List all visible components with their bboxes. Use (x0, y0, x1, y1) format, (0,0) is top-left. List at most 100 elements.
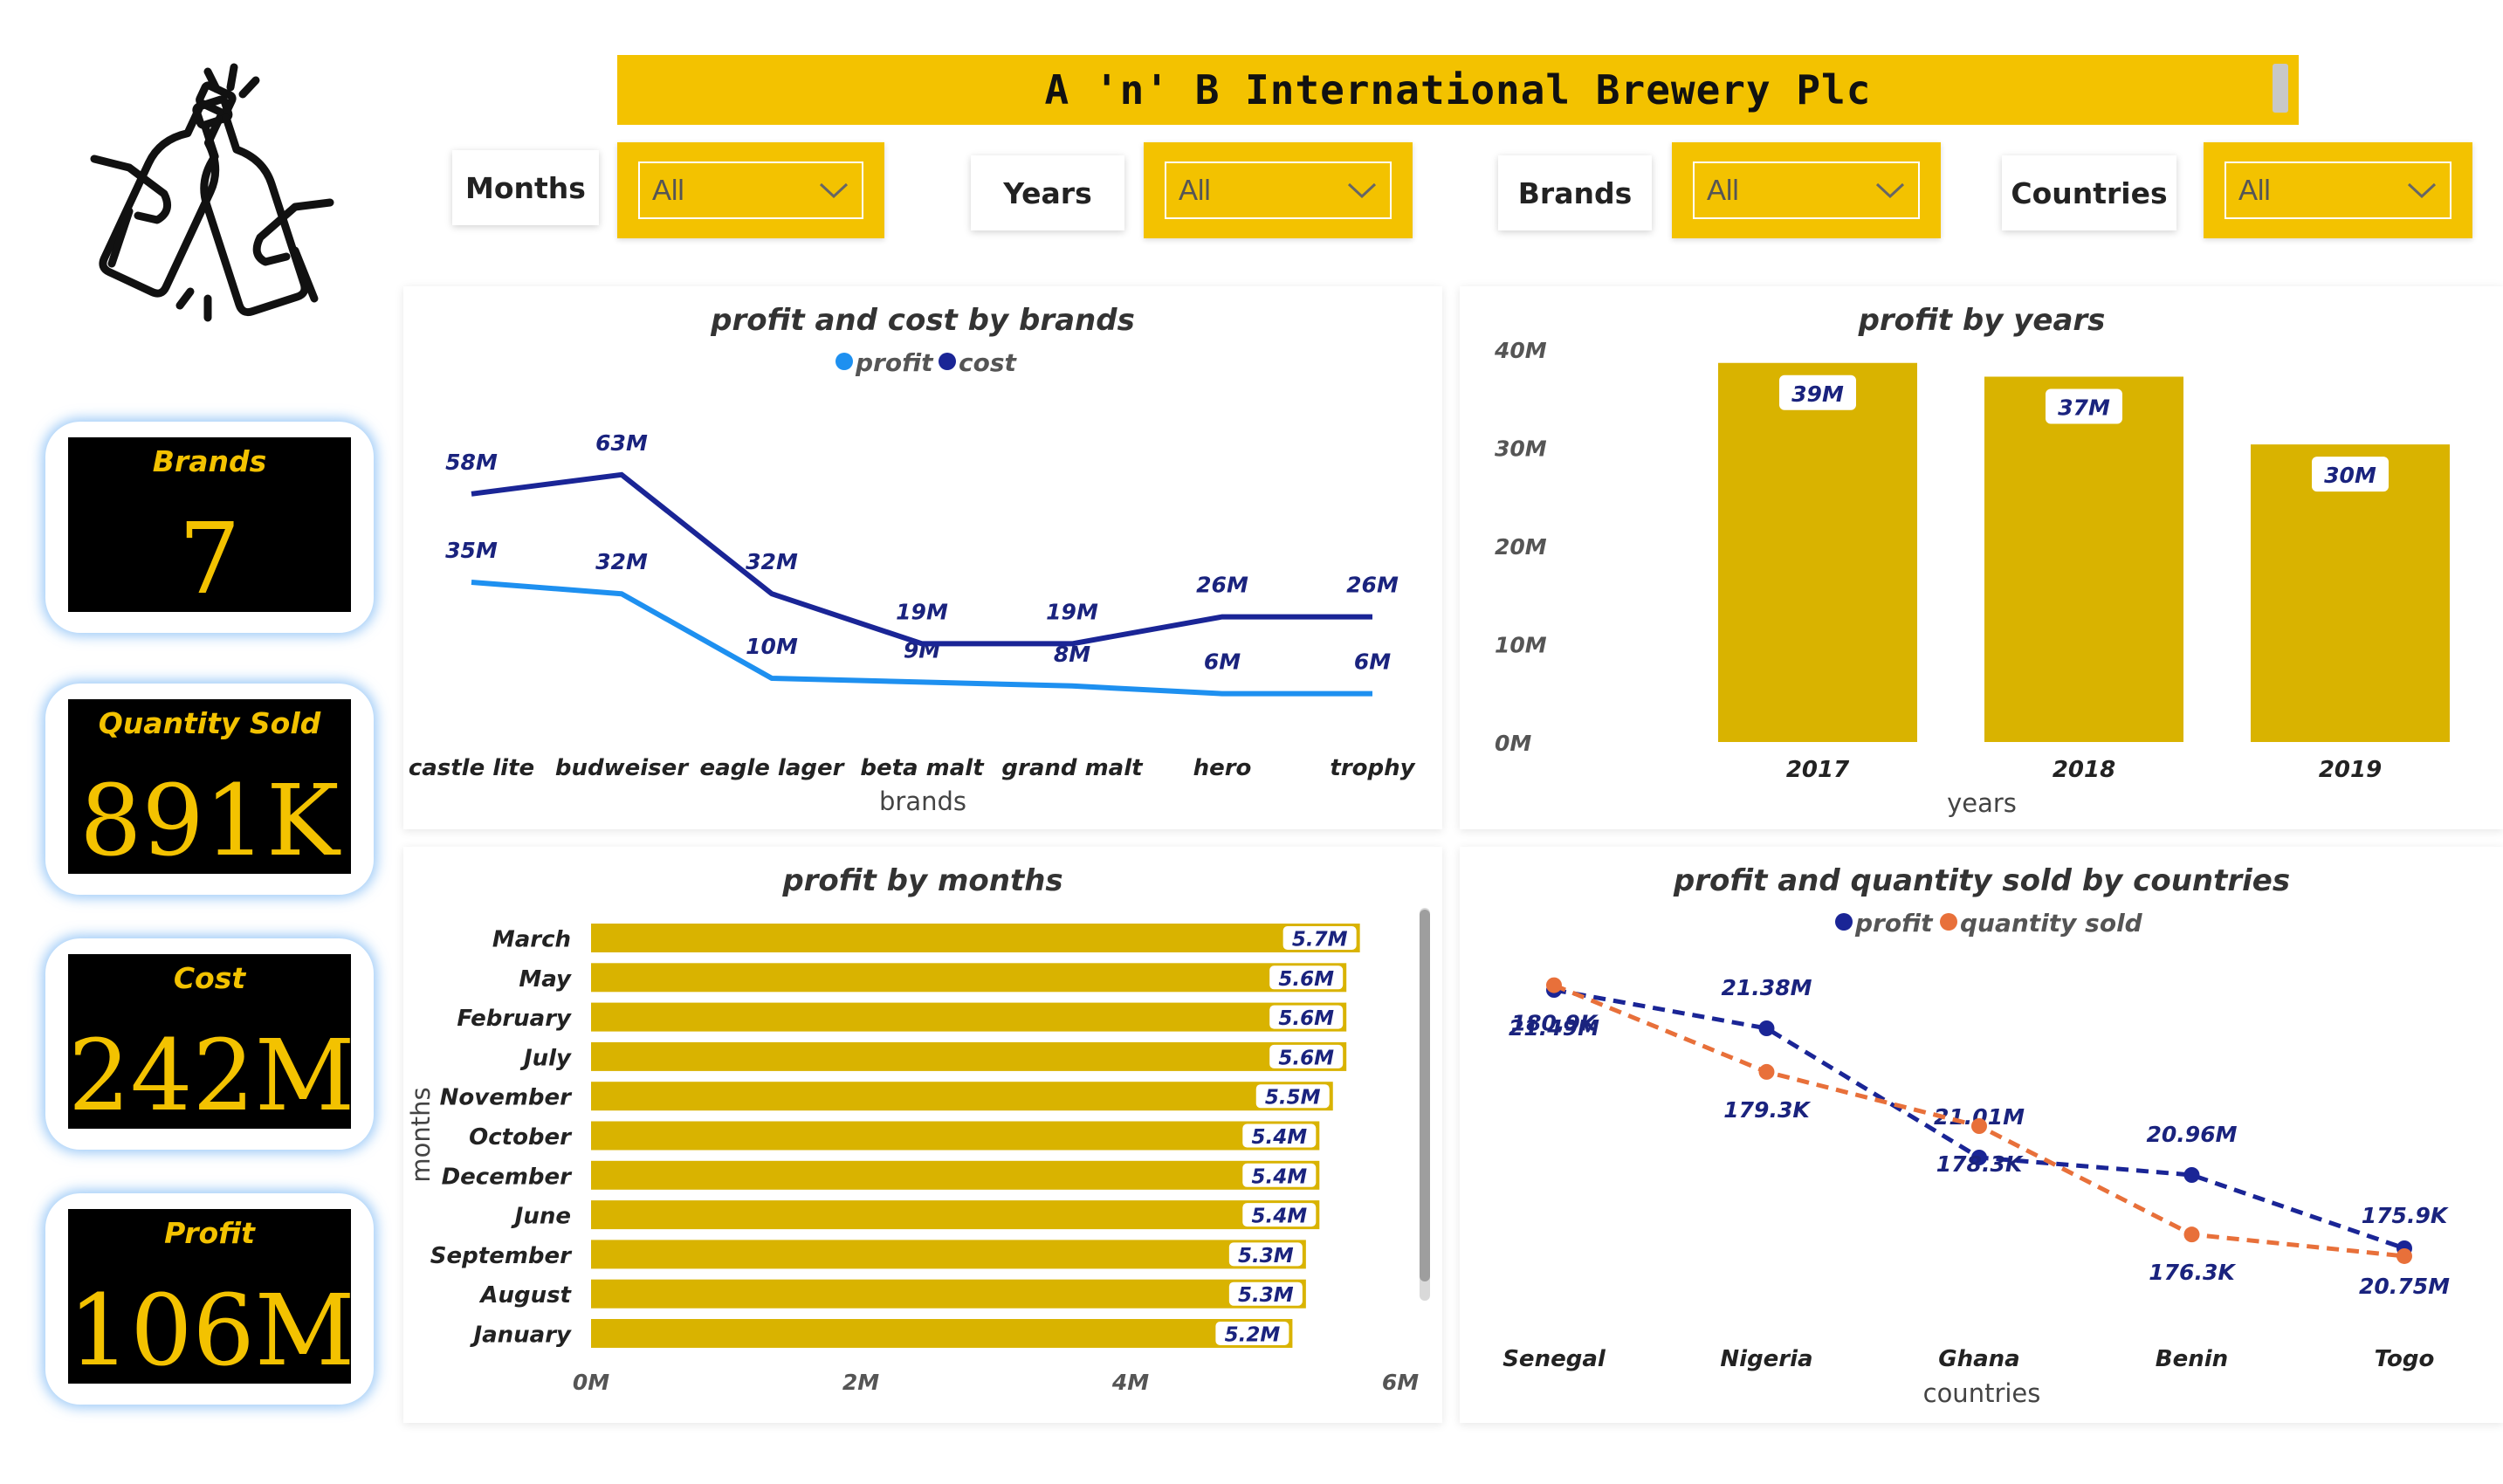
y-axis-label: months (406, 1087, 436, 1182)
chevron-down-icon (819, 182, 849, 199)
profit-by-months-chart: profit by months March 5.7M May 5.6M February… (406, 863, 1430, 1395)
y-tick-label: 10M (1495, 633, 1547, 658)
header-banner: A 'n' B International Brewery Plc (617, 55, 2299, 125)
filter-label-brands: Brands (1498, 155, 1652, 230)
data-label: 58M (445, 450, 498, 475)
series-line-profit (471, 580, 1372, 697)
data-label: 26M (1196, 573, 1248, 598)
x-tick-label: Senegal (1502, 1346, 1606, 1372)
bar-July (591, 1041, 1347, 1071)
x-tick-label: hero (1193, 755, 1252, 781)
y-tick-label: August (478, 1282, 572, 1309)
data-point (1971, 1150, 1987, 1165)
years-chart-panel: profit by years 0M 10M 20M 30M 40M 39M 2017 37M 2… (1460, 286, 2503, 829)
y-tick-label: January (469, 1323, 572, 1349)
x-tick-label: eagle lager (700, 755, 846, 781)
chevron-down-icon (2407, 182, 2437, 199)
data-point (2183, 1167, 2200, 1183)
data-label: 35M (445, 538, 498, 563)
scrollbar-thumb[interactable] (1420, 910, 1430, 1281)
kpi-value: 891K (79, 765, 340, 878)
data-label: 5.6M (1278, 1007, 1334, 1030)
legend-label-profit: profit (855, 348, 934, 377)
data-label-box (1779, 374, 1856, 410)
data-label-box (1269, 1005, 1344, 1029)
data-label: 30M (2324, 463, 2376, 488)
x-axis-label: countries (1923, 1378, 2041, 1408)
months-dropdown-value: All (652, 174, 684, 206)
data-label: 176.3K (2149, 1260, 2236, 1285)
data-label: 32M (595, 549, 648, 574)
kpi-card-brands: Brands 7 (45, 422, 374, 633)
x-tick-label: grand malt (1001, 755, 1144, 781)
data-label-box (1255, 1084, 1330, 1109)
legend-marker-profit (835, 353, 853, 370)
data-label: 39M (1791, 381, 1844, 407)
data-point (1546, 977, 1562, 993)
page-title: A 'n' B International Brewery Plc (1044, 66, 1872, 113)
y-tick-label: 20M (1495, 534, 1547, 560)
kpi-label: Profit (164, 1216, 255, 1250)
data-point (1758, 1063, 1775, 1080)
data-label: 5.5M (1265, 1087, 1321, 1110)
data-label: 10M (746, 634, 798, 659)
years-dropdown[interactable]: All (1144, 142, 1413, 238)
chart-title: profit by years (1858, 303, 2106, 338)
brands-chart-panel: profit and cost by brands profit cost 35M 32… (403, 286, 1442, 829)
kpi-card-profit: Profit 106M (45, 1193, 374, 1405)
brands-dropdown[interactable]: All (1672, 142, 1941, 238)
x-tick-label: trophy (1330, 755, 1415, 781)
data-label-box (1269, 1044, 1344, 1068)
bar-November (591, 1082, 1333, 1111)
data-label-box (1242, 1163, 1317, 1187)
data-label-box (2046, 388, 2122, 424)
data-label: 6M (1354, 649, 1391, 675)
y-tick-label: May (519, 966, 572, 993)
series-line-cost (471, 471, 1372, 647)
data-label: 5.3M (1238, 1284, 1294, 1307)
beer-toast-icon (90, 63, 334, 322)
x-tick-label: castle lite (409, 755, 534, 781)
x-axis-label: brands (879, 787, 966, 816)
data-label-box (1282, 926, 1357, 950)
bar-August (591, 1279, 1306, 1309)
legend-marker-profit (1835, 913, 1853, 931)
data-label: 5.2M (1225, 1324, 1281, 1347)
countries-dropdown[interactable]: All (2204, 142, 2472, 238)
x-tick-label: budweiser (555, 755, 690, 781)
data-label: 5.7M (1292, 929, 1348, 952)
y-tick-label: November (440, 1085, 574, 1111)
data-label-box (1215, 1322, 1289, 1345)
banner-scrollbar[interactable] (2273, 64, 2288, 113)
bar-February (591, 1002, 1347, 1032)
x-tick-label: Togo (2375, 1346, 2435, 1372)
chevron-down-icon (1875, 182, 1905, 199)
months-dropdown[interactable]: All (617, 142, 884, 238)
y-tick-label: September (430, 1243, 573, 1269)
bar-December (591, 1160, 1320, 1190)
data-label: 179.3K (1723, 1097, 1811, 1123)
profit-cost-by-brands-chart: profit and cost by brands profit cost 35M 32… (409, 303, 1416, 816)
profit-quantity-by-countries-chart: profit and quantity sold by countries pro… (1502, 863, 2450, 1408)
legend-label-profit: profit (1854, 909, 1934, 938)
data-label-box (1269, 965, 1344, 990)
data-label: 5.6M (1278, 968, 1334, 991)
data-label: 21.49M (1509, 1015, 1599, 1041)
chart-title: profit and quantity sold by countries (1673, 863, 2290, 898)
x-tick-label: 2018 (2053, 757, 2115, 783)
x-tick-label: beta malt (860, 755, 985, 781)
data-label: 20.75M (2359, 1274, 2450, 1299)
data-label: 5.4M (1251, 1165, 1307, 1188)
y-tick-label: February (457, 1006, 572, 1032)
data-point (1971, 1118, 1987, 1134)
kpi-label: Brands (152, 444, 267, 478)
data-label-box (1228, 1281, 1303, 1306)
filter-label-months: Months (452, 150, 599, 225)
data-label-box (2312, 457, 2389, 492)
data-label: 20.96M (2147, 1122, 2238, 1147)
bar-January (591, 1319, 1293, 1348)
x-tick-label: Ghana (1938, 1346, 2019, 1372)
x-tick-label: Nigeria (1720, 1346, 1812, 1372)
data-label: 19M (1046, 599, 1098, 624)
data-label: 180.9K (1511, 1011, 1599, 1036)
